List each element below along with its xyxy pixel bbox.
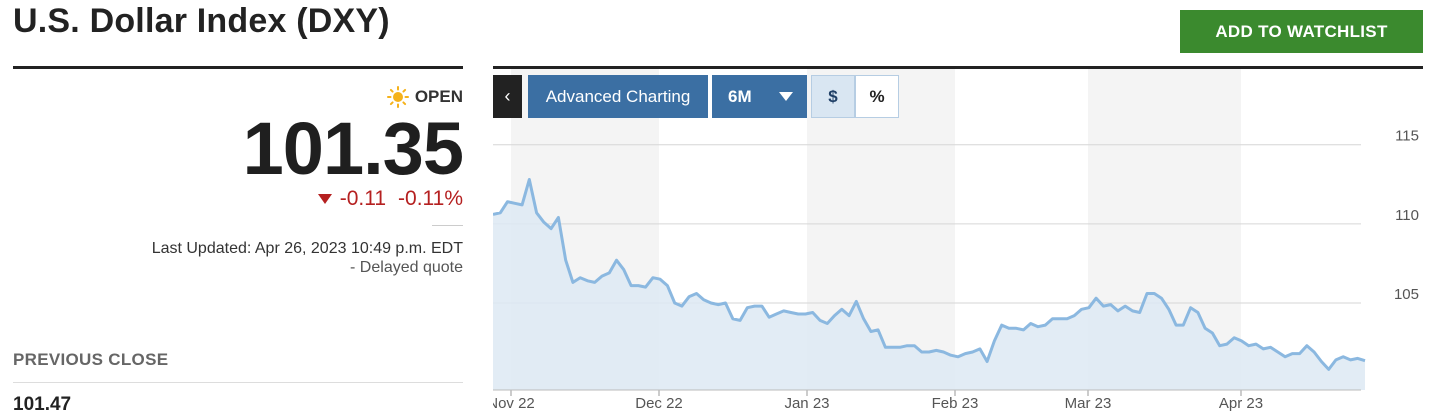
advanced-charting-button[interactable]: Advanced Charting (528, 75, 708, 118)
page-title: U.S. Dollar Index (DXY) (13, 2, 390, 40)
divider (432, 225, 463, 226)
x-tick-label: Jan 23 (784, 395, 829, 412)
previous-close-value: 101.47 (13, 394, 72, 415)
chevron-down-icon (779, 92, 793, 101)
divider (13, 382, 463, 383)
last-updated: Last Updated: Apr 26, 2023 10:49 p.m. ED… (151, 240, 463, 257)
current-price: 101.35 (242, 107, 464, 190)
series-area (493, 179, 1365, 390)
change-percent: -0.11% (398, 187, 463, 210)
x-tick-label: Nov 22 (493, 395, 535, 412)
percent-toggle[interactable]: % (855, 75, 899, 118)
change-value: -0.11 (339, 187, 387, 210)
x-tick-label: Feb 23 (932, 395, 979, 412)
series-line (493, 178, 1366, 371)
range-dropdown[interactable]: 6M (712, 75, 807, 118)
dollar-toggle[interactable]: $ (811, 75, 855, 118)
x-tick-label: Apr 23 (1219, 395, 1263, 412)
market-status: OPEN (386, 86, 463, 108)
price-chart: 105 110 115 Nov 22 Dec 22 Jan 23 Feb 23 Mar 23 A… (493, 69, 1429, 420)
y-tick-label: 105 (1394, 286, 1419, 303)
sun-icon (386, 86, 409, 108)
market-status-label: OPEN (414, 87, 463, 106)
price-change: -0.11 -0.11% (317, 187, 463, 211)
divider (493, 66, 1423, 69)
y-tick-label: 110 (1395, 207, 1419, 224)
y-tick-label: 115 (1395, 128, 1419, 145)
x-tick-label: Dec 22 (635, 395, 683, 412)
range-label: 6M (728, 86, 752, 106)
x-tick-label: Mar 23 (1065, 395, 1112, 412)
previous-close-label: PREVIOUS CLOSE (13, 350, 169, 369)
divider (13, 66, 463, 69)
add-to-watchlist-button[interactable]: ADD TO WATCHLIST (1180, 10, 1423, 53)
chart-toolbar: ‹ Advanced Charting 6M $ % (493, 75, 899, 118)
down-arrow-icon (317, 194, 332, 204)
delayed-quote-note: - Delayed quote (350, 259, 463, 276)
chart-svg[interactable]: 105 110 115 Nov 22 Dec 22 Jan 23 Feb 23 Mar 23 A… (493, 69, 1429, 420)
chevron-left-icon[interactable]: ‹ (493, 75, 522, 118)
